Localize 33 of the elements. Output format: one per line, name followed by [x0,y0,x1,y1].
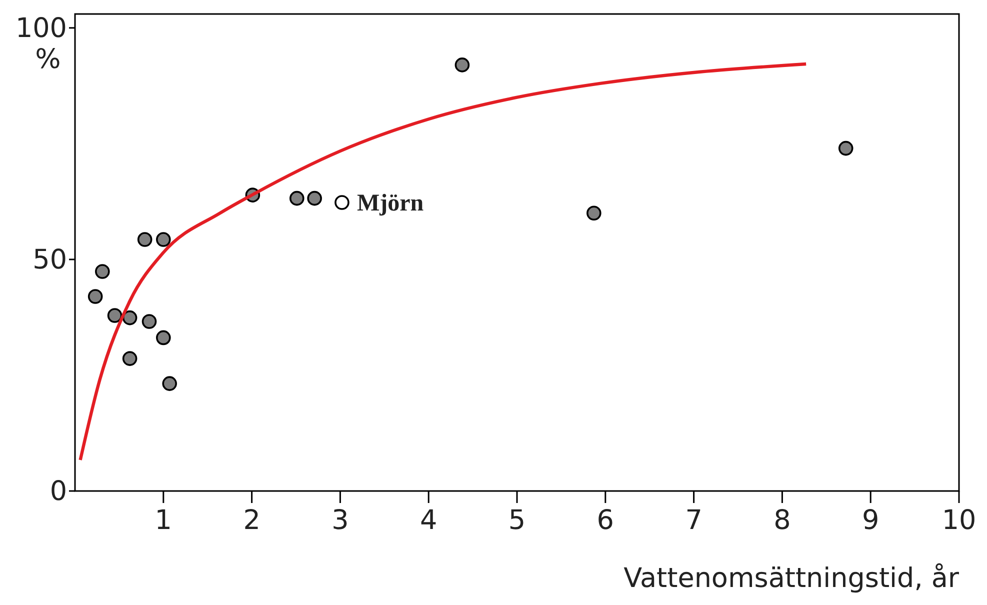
point [838,140,854,156]
point [334,195,350,210]
point [454,58,470,72]
x-tick-label: 8 [774,505,791,536]
point [156,232,171,247]
y-tick-label: 0 [50,476,67,507]
point [122,310,138,326]
x-tick-label: 4 [420,505,438,536]
x-axis-title: Vattenomsättningstid, år [624,563,960,594]
x-tick-label: 2 [243,505,260,536]
point [107,308,122,323]
y-tick-label: 50 [32,244,67,276]
x-tick-label: 10 [942,505,976,536]
point [122,351,138,366]
x-tick-label: 3 [332,505,349,536]
annotation: Mjörn [356,190,424,216]
y-axis-title: % [35,44,61,75]
point [586,206,602,221]
point [162,376,177,391]
x-tick-label: 1 [154,505,172,536]
x-tick-label: 6 [596,505,614,536]
y-tick-label: 100 [15,12,67,44]
point [137,232,152,247]
point [307,190,322,206]
x-tick-label: 5 [508,505,526,536]
x-tick-label: 7 [685,505,702,536]
point [289,190,304,206]
point [142,314,157,329]
point [156,330,171,346]
point [88,289,103,304]
point [95,264,110,279]
line-series [78,62,808,462]
x-tick-label: 9 [862,505,880,536]
